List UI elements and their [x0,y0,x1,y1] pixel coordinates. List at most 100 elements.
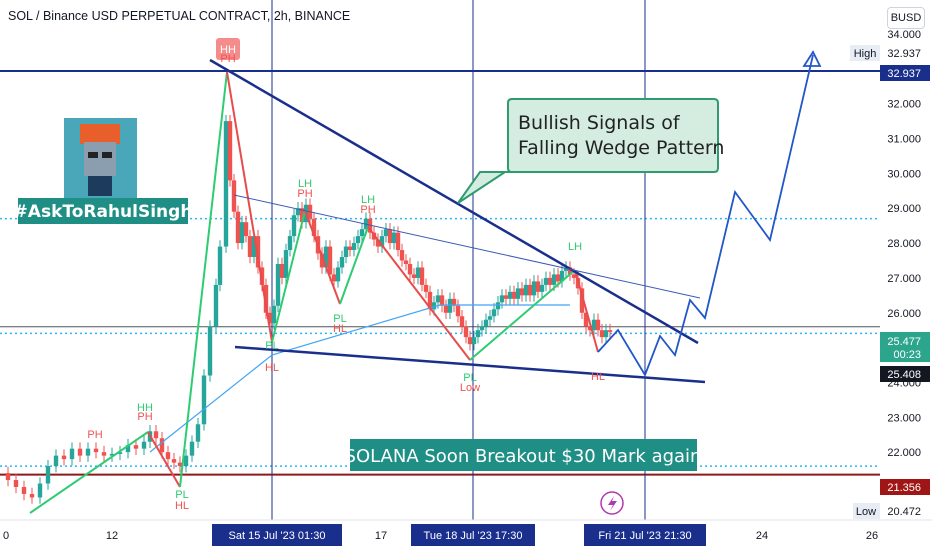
time-tick: 24 [756,530,768,542]
avatar-glasses [88,152,98,158]
candle-body [427,291,433,310]
candle-body [419,267,425,285]
candle-body [523,284,529,296]
candle-body [327,246,333,275]
zigzag-segment [304,210,341,305]
candle-body [359,229,365,237]
candle-body [331,274,337,282]
low-value: 20.472 [887,506,921,518]
last-price-badge [880,332,930,362]
candle-body [491,309,497,317]
candle-body [189,441,195,456]
high-label-bg [850,45,880,61]
candle-body [177,462,183,467]
candle-body [543,277,549,285]
candle-body [311,218,317,237]
candle-body [93,448,99,453]
candle-body [587,326,593,331]
candle-body [563,267,569,271]
banner-text: SOLANA Soon Breakout $30 Mark again [345,446,702,467]
candle-body [411,274,417,278]
price-tick: 26.000 [887,308,921,320]
candle-body [471,337,477,345]
support-badge-bg [880,479,930,495]
candle-body [403,260,409,264]
candle-body [141,441,147,449]
candle-body [595,319,601,331]
candle-body [479,326,485,331]
avatar-face [84,142,116,176]
lower-wedge-line [234,345,706,384]
candle-body [275,263,281,306]
candle-body [395,232,401,251]
currency-button[interactable]: BUSD [887,7,925,29]
candle-body [599,330,605,338]
pivot-label: LH [361,194,375,206]
candle-body [69,448,75,460]
price-tick: 30.000 [887,168,921,180]
pivot-label: Low [460,382,480,394]
pivot-label: PL [265,340,278,352]
candle-body [539,284,545,292]
zigzag-segment [147,431,181,488]
candle-body [531,281,537,296]
candle-body [159,438,165,453]
price-axis-bg [880,30,932,520]
candle-body [29,493,35,498]
lightning-icon [608,496,617,511]
candle-body [451,298,457,306]
high-label: High [854,48,877,60]
candle-body [535,281,541,292]
zigzag-segment [226,71,273,343]
thin-trend-line [149,304,570,453]
price-tick: 34.000 [887,29,921,41]
last-price: 25.477 [887,336,921,348]
candle-body [387,229,393,244]
candle-body [267,312,273,324]
time-highlight: Tue 18 Jul '23 17:30 [424,530,523,542]
pivot-label: HL [265,362,279,374]
candle-body [77,448,83,456]
candle-body [165,452,171,460]
candle-body [547,277,553,285]
pivot-label: PH [137,411,152,423]
candle-body [499,295,505,303]
candle-body [291,215,297,237]
candle-body [447,298,453,313]
time-highlight-bg [212,524,342,546]
candle-body [339,257,345,268]
pivot-label: PH [297,188,312,200]
price-tick: 28.000 [887,238,921,250]
pivot-label: PH [220,53,235,65]
pivot-label: PL [175,489,188,501]
upper-wedge-line [209,58,699,345]
candle-body [579,288,585,313]
pivot-label: LH [298,178,312,190]
candle-body [271,305,277,324]
time-highlight: Sat 15 Jul '23 01:30 [229,530,326,542]
candle-body [201,375,207,425]
candle-body [435,295,441,303]
candle-body [5,473,11,481]
pivot-label: PH [87,429,102,441]
candle-body [367,218,373,233]
time-tick: 0 [3,530,9,542]
price-tick: 22.000 [887,447,921,459]
level-badge-bg [880,366,930,382]
projection-arrowhead [802,50,822,67]
pivot-label: HL [333,323,347,335]
candle-body [527,284,533,296]
callout-bubble [457,98,719,204]
zigzag-segment [339,226,369,305]
zigzag-segment [29,431,149,514]
candle-body [459,316,465,327]
candle-body [391,232,397,244]
candle-body [511,291,517,299]
pivot-label: HL [175,500,189,512]
candle-body [125,445,131,453]
candle-body [495,302,501,310]
candle-body [251,236,257,258]
price-tick: 29.000 [887,203,921,215]
pivot-badge [216,38,240,60]
